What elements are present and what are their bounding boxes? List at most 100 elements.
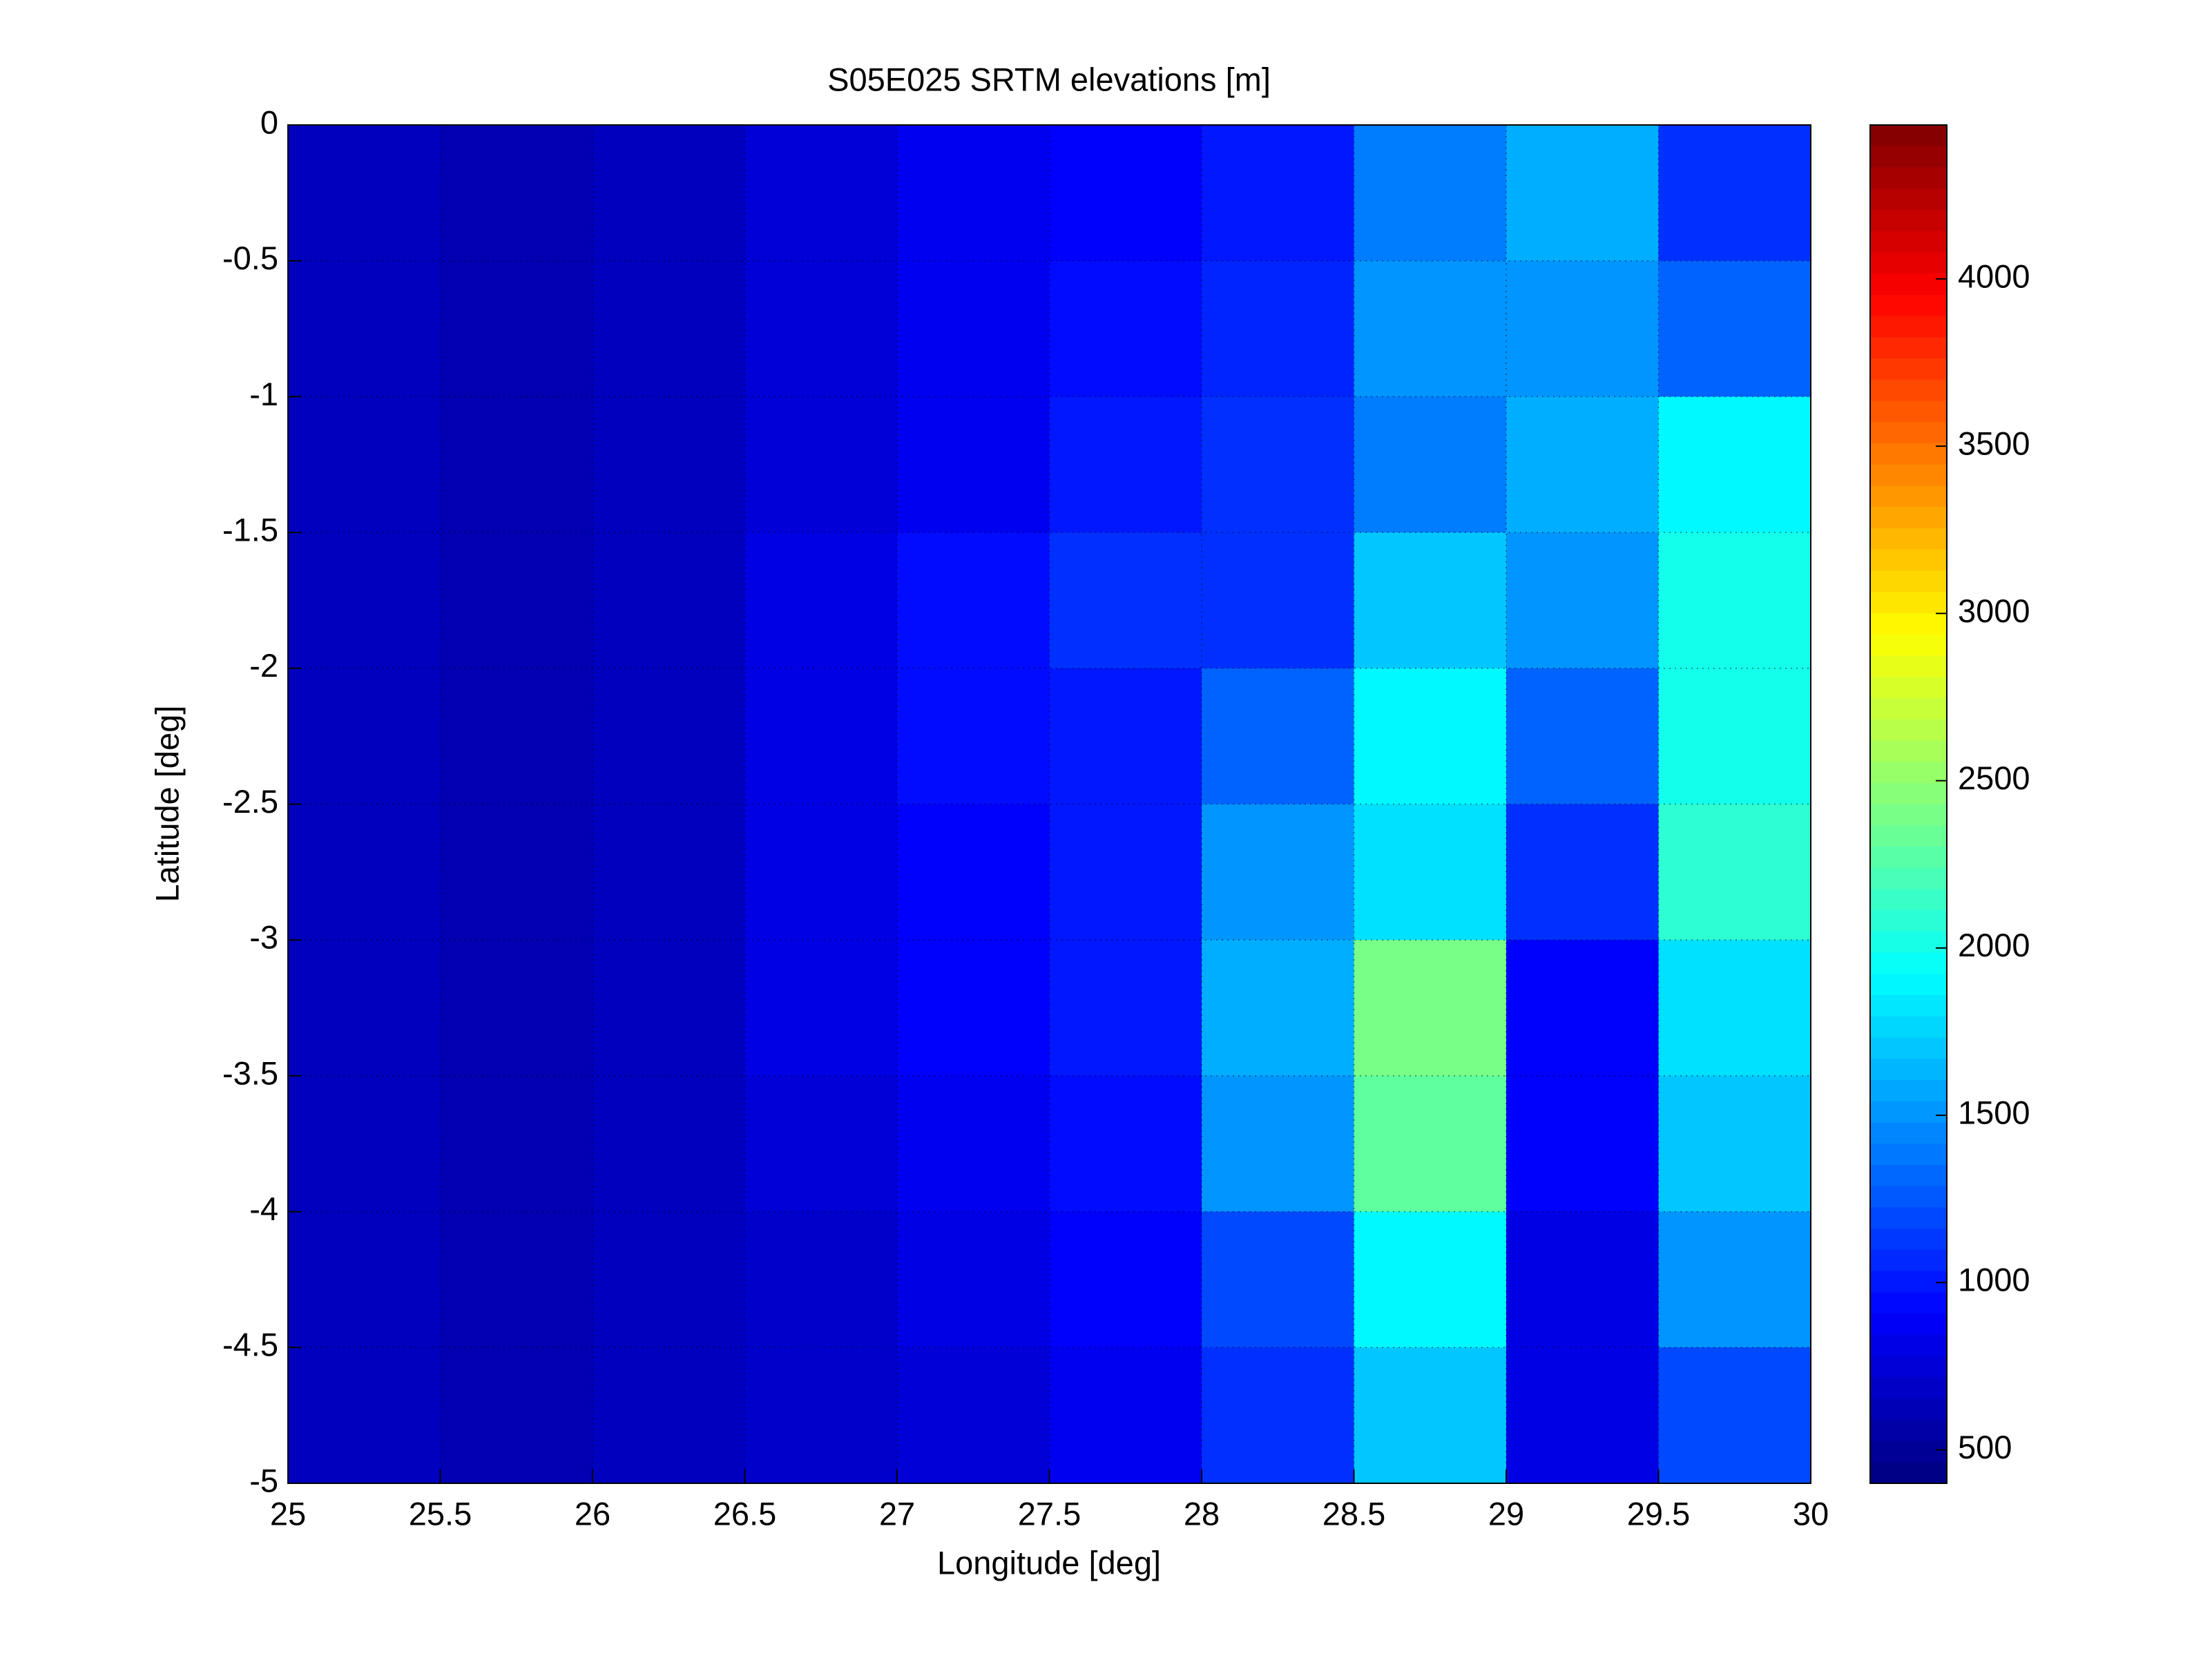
cell [897, 396, 1050, 533]
colorbar-tick-label: 500 [1958, 1429, 2012, 1465]
cell [1202, 532, 1354, 669]
colorbar-swatch [1870, 507, 1947, 529]
colorbar-swatch [1870, 952, 1947, 974]
colorbar-tick-label: 3000 [1958, 592, 2030, 629]
cell [1354, 125, 1507, 262]
colorbar-swatch [1870, 677, 1947, 699]
colorbar-swatch [1870, 697, 1947, 720]
cell [288, 1211, 441, 1348]
colorbar-tick-label: 1500 [1958, 1094, 2030, 1130]
colorbar-frame [1869, 124, 1947, 1484]
colorbar-swatch [1870, 846, 1947, 869]
cell [744, 804, 898, 941]
colorbar-swatch [1870, 1186, 1947, 1208]
cell [1506, 396, 1659, 533]
cell [440, 1075, 593, 1213]
y-tick-label: -5 [249, 1462, 278, 1498]
y-tick-label: -2.5 [222, 783, 278, 820]
colorbar-swatch [1870, 209, 1947, 232]
cell [288, 668, 441, 804]
colorbar-swatch [1870, 613, 1947, 635]
colorbar-swatch [1870, 146, 1947, 168]
cell [288, 396, 441, 533]
cell [1506, 804, 1659, 941]
cell [1049, 940, 1202, 1077]
colorbar-swatch [1870, 995, 1947, 1017]
cell [1202, 1211, 1354, 1348]
cell [440, 804, 593, 941]
colorbar-swatch [1870, 1313, 1947, 1336]
cell [897, 668, 1050, 804]
y-tick-label: -2 [249, 647, 278, 684]
cell [744, 260, 898, 397]
cell [1658, 668, 1811, 804]
cell [1049, 1347, 1202, 1484]
cell [440, 396, 593, 533]
cell [1354, 1211, 1507, 1348]
colorbar-swatch [1870, 358, 1947, 380]
colorbar-swatch [1870, 634, 1947, 656]
cell [897, 1075, 1050, 1213]
y-tick-label: -4.5 [222, 1327, 278, 1363]
cell [744, 668, 898, 804]
colorbar-swatch [1870, 1271, 1947, 1293]
colorbar-swatch [1870, 1440, 1947, 1463]
x-tick-label: 25.5 [409, 1495, 472, 1532]
colorbar-swatch [1870, 1059, 1947, 1081]
x-tick-label: 29 [1488, 1495, 1524, 1532]
colorbar-swatch [1870, 1398, 1947, 1420]
cell [593, 532, 745, 669]
cell [1506, 1347, 1659, 1484]
cell [593, 1075, 745, 1213]
x-tick-label: 29.5 [1627, 1495, 1690, 1532]
colorbar-swatch [1870, 570, 1947, 592]
colorbar-swatch [1870, 273, 1947, 296]
y-tick-label: -4 [249, 1191, 278, 1227]
cell [288, 125, 441, 262]
y-tick-label: -3 [249, 919, 278, 956]
cell [1658, 940, 1811, 1077]
y-axis-label: Latitude [deg] [148, 706, 185, 903]
cell [744, 1211, 898, 1348]
cell [593, 940, 745, 1077]
cell [288, 532, 441, 669]
colorbar-swatch [1870, 379, 1947, 402]
cell [1658, 804, 1811, 941]
y-tick-label: -1 [249, 376, 278, 412]
colorbar-tick-label: 2500 [1958, 760, 2030, 796]
cell [897, 804, 1050, 941]
colorbar-swatch [1870, 1292, 1947, 1314]
cell [593, 804, 745, 941]
cell [1658, 260, 1811, 397]
colorbar-swatch [1870, 422, 1947, 444]
cell [1658, 1075, 1811, 1213]
cell [897, 1211, 1050, 1348]
colorbar-swatch [1870, 189, 1947, 211]
cell [744, 1075, 898, 1213]
y-tick-label: -0.5 [222, 240, 278, 276]
cell [288, 940, 441, 1077]
cell [1658, 125, 1811, 262]
colorbar-swatch [1870, 825, 1947, 847]
colorbar-swatch [1870, 1037, 1947, 1059]
cell [1354, 1075, 1507, 1213]
cell [593, 1347, 745, 1484]
cell [288, 260, 441, 397]
colorbar-swatch [1870, 762, 1947, 784]
colorbar-swatch [1870, 337, 1947, 359]
cell [897, 1347, 1050, 1484]
colorbar-swatch [1870, 974, 1947, 996]
cell [1506, 940, 1659, 1077]
cell [1202, 1075, 1354, 1213]
chart-title: S05E025 SRTM elevations [m] [827, 61, 1271, 97]
cell [1354, 1347, 1507, 1484]
cell [1049, 125, 1202, 262]
cell [288, 1075, 441, 1213]
cell [897, 532, 1050, 669]
colorbar-swatch [1870, 1249, 1947, 1272]
cell [593, 396, 745, 533]
colorbar-tick-label: 3500 [1958, 425, 2030, 462]
cell [1354, 532, 1507, 669]
x-tick-label: 25 [270, 1495, 306, 1532]
